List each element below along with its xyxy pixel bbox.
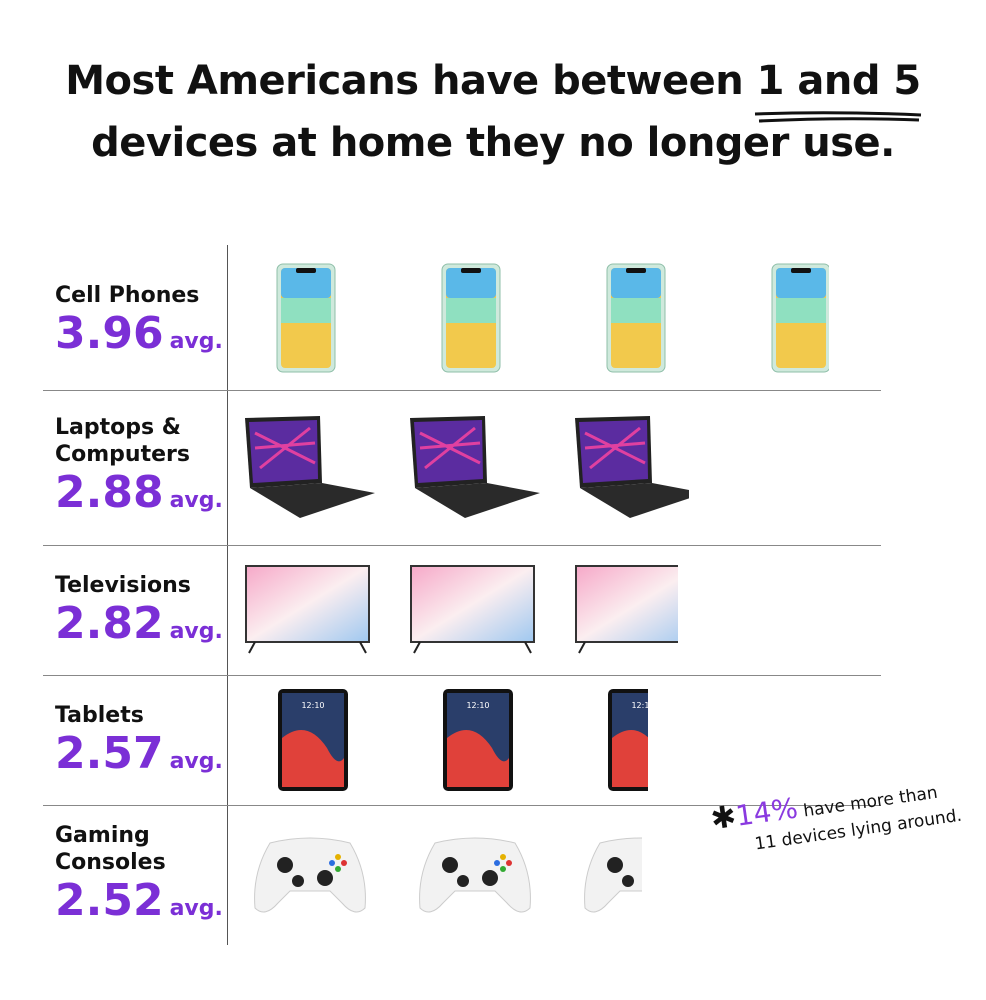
category-value: 2.88 avg. (55, 467, 223, 518)
category-value: 3.96 avg. (55, 308, 223, 359)
category-value: 2.52 avg. (55, 875, 223, 926)
phone-icon (606, 263, 666, 373)
category-name: Laptops & Computers (55, 415, 190, 467)
row-divider (43, 675, 881, 676)
axis-divider (227, 245, 228, 945)
row-divider (43, 390, 881, 391)
phone-icon (276, 263, 336, 373)
tablet-icon: 12:10 (277, 688, 349, 792)
title-line1: Most Americans have between (65, 58, 757, 104)
underline-scribble-icon (754, 111, 921, 123)
laptop-icon (405, 413, 540, 523)
category-label: Televisions 2.82 avg. (55, 572, 223, 657)
title-line2: devices at home they no longer use. (91, 120, 895, 166)
category-label: Cell Phones 3.96 avg. (55, 282, 223, 367)
category-name: Televisions (55, 573, 191, 598)
tablet-icon: 12:10 (442, 688, 514, 792)
controller-icon (250, 833, 370, 918)
category-name: Tablets (55, 703, 144, 728)
phone-icon (441, 263, 501, 373)
tv-icon (410, 565, 535, 655)
category-label: Laptops & Computers 2.88 avg. (55, 414, 223, 526)
title-highlight: 1 and 5 (754, 50, 921, 123)
laptop-icon (240, 413, 375, 523)
svg-text:12:10: 12:10 (631, 701, 648, 710)
category-label: Tablets 2.57 avg. (55, 702, 223, 787)
row-divider (43, 805, 881, 806)
category-label: Gaming Consoles 2.52 avg. (55, 822, 223, 934)
laptop-icon (570, 413, 689, 523)
svg-text:12:10: 12:10 (466, 701, 489, 710)
category-name: Cell Phones (55, 283, 200, 308)
category-value: 2.57 avg. (55, 728, 223, 779)
svg-text:12:10: 12:10 (301, 701, 324, 710)
controller-icon (415, 833, 535, 918)
chart-title: Most Americans have between 1 and 5 devi… (0, 50, 986, 174)
annotation: ✱14% have more than 11 devices lying aro… (708, 782, 964, 855)
category-value: 2.82 avg. (55, 598, 223, 649)
category-name: Gaming Consoles (55, 823, 166, 875)
controller-icon (580, 833, 643, 918)
phone-icon (771, 263, 829, 373)
tablet-icon: 12:10 (607, 688, 649, 792)
tv-icon (245, 565, 370, 655)
row-divider (43, 545, 881, 546)
tv-icon (575, 565, 678, 655)
